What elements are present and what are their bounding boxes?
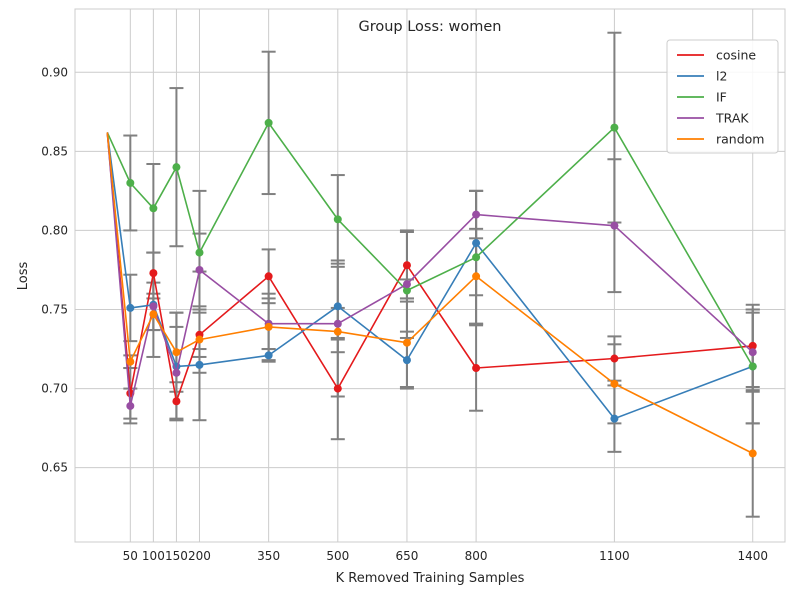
data-point-IF [172,163,181,172]
data-point-cosine [264,272,273,281]
x-tick-label: 650 [395,549,418,563]
y-tick-label: 0.65 [41,461,68,475]
data-point-l2 [195,360,204,369]
data-point-IF [472,253,481,262]
data-point-l2 [126,303,135,312]
data-point-random [149,310,158,319]
data-point-random [748,449,757,458]
data-point-TRAK [172,368,181,377]
data-point-random [402,338,411,347]
data-point-IF [126,178,135,187]
legend-label-l2: l2 [716,69,727,84]
data-point-IF [748,362,757,371]
data-point-TRAK [472,210,481,219]
x-axis-label: K Removed Training Samples [336,571,525,586]
x-tick-label: 1100 [599,549,630,563]
data-point-IF [149,204,158,213]
data-point-IF [402,286,411,295]
legend-label-IF: IF [716,90,727,105]
data-point-random [195,335,204,344]
y-axis-label: Loss [16,262,31,291]
tick-labels: 50 100 150 200 350 500 650 800 1100 1400 0.65 0.70 0… [41,65,768,563]
x-tick-label: 100 [142,549,165,563]
legend-box [666,39,779,154]
legend-label-cosine: cosine [716,48,756,63]
data-point-l2 [610,414,619,423]
plot-frame [74,8,786,543]
legend-label-random: random [716,132,764,147]
data-point-cosine [333,384,342,393]
data-point-random [264,322,273,331]
data-point-TRAK [195,265,204,274]
data-point-l2 [264,351,273,360]
chart-title: Group Loss: women [358,19,501,35]
x-tick-label: 500 [326,549,349,563]
data-point-cosine [472,364,481,373]
data-point-random [172,348,181,357]
x-tick-label: 200 [188,549,211,563]
data-point-TRAK [333,319,342,328]
data-point-cosine [149,269,158,278]
x-tick-label: 350 [257,549,280,563]
data-point-random [333,327,342,336]
data-point-cosine [172,397,181,406]
data-point-l2 [402,356,411,365]
x-tick-label: 50 [123,549,138,563]
data-point-TRAK [149,302,158,311]
data-point-cosine [748,341,757,350]
data-point-IF [264,118,273,127]
data-point-IF [195,248,204,257]
x-tick-label: 1400 [737,549,768,563]
x-tick-label: 150 [165,549,188,563]
data-point-TRAK [610,221,619,230]
data-point-TRAK [748,348,757,357]
data-point-l2 [472,239,481,248]
data-point-TRAK [126,401,135,410]
data-point-TRAK [402,280,411,289]
y-tick-label: 0.80 [41,223,68,237]
legend: cosine l2 IF TRAK random [666,39,779,154]
data-point-l2 [333,302,342,311]
data-point-random [610,379,619,388]
y-tick-label: 0.75 [41,303,68,317]
x-tick-label: 800 [465,549,488,563]
data-point-cosine [402,261,411,270]
data-point-cosine [610,354,619,363]
data-point-IF [610,123,619,132]
legend-label-TRAK: TRAK [715,111,749,126]
y-tick-label: 0.90 [41,65,68,79]
y-tick-label: 0.85 [41,144,68,158]
data-point-random [126,357,135,366]
data-point-random [472,272,481,281]
series-layer [106,118,757,458]
data-point-IF [333,215,342,224]
y-tick-label: 0.70 [41,382,68,396]
